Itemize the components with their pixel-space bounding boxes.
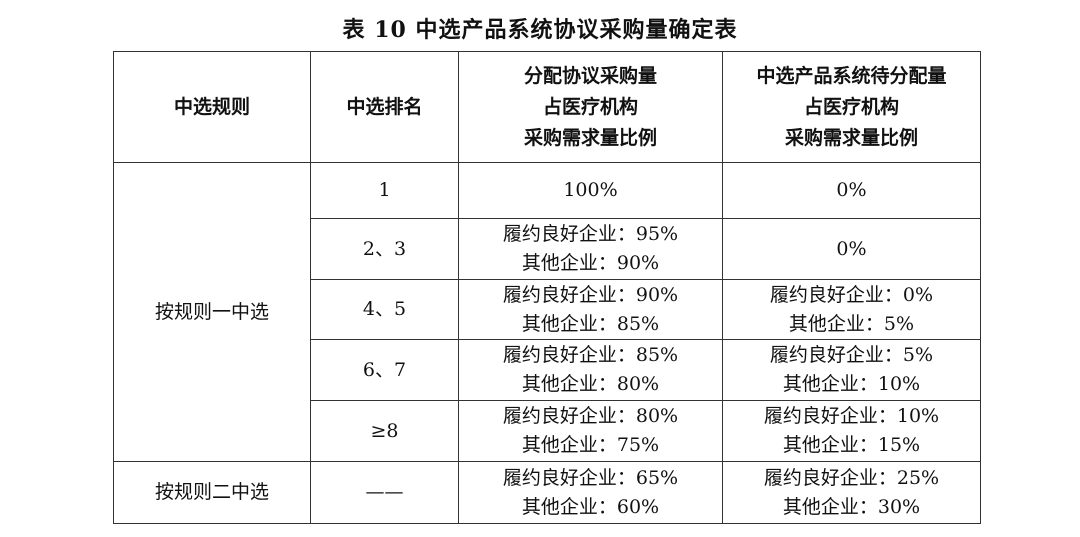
cell-text: 100% (563, 179, 618, 201)
procurement-table: 中选规则 中选排名 分配协议采购量 占医疗机构 采购需求量比例 中选产品系统待分… (113, 51, 981, 524)
table-row: 6、7 履约良好企业：85% 其他企业：80% 履约良好企业：5% 其他企业：10% (114, 339, 981, 401)
header-pending: 中选产品系统待分配量 占医疗机构 采购需求量比例 (722, 51, 981, 163)
header-text: 中选规则 (173, 95, 250, 118)
table-row: ≥8 履约良好企业：80% 其他企业：75% 履约良好企业：10% 其他企业：15% (114, 400, 981, 462)
cell-text: 履约良好企业：90% (502, 283, 679, 306)
cell-text: 0% (836, 179, 867, 201)
cell-text: 履约良好企业：85% (502, 344, 679, 366)
header-text: 占医疗机构 (803, 95, 899, 118)
table-row: 4、5 履约良好企业：90% 其他企业：85% 履约良好企业：0% 其他企业：5% (114, 279, 981, 340)
cell-text: 其他企业：85% (521, 312, 660, 335)
pending-cell: 0% (722, 162, 981, 219)
pending-cell: 履约良好企业：10% 其他企业：15% (722, 400, 981, 462)
cell-text: 其他企业：5% (788, 312, 915, 335)
rank-cell: 6、7 (310, 339, 459, 401)
cell-text: 其他企业：10% (782, 373, 921, 395)
rank-cell: 4、5 (310, 279, 459, 340)
header-text: 分配协议采购量 (523, 64, 657, 87)
header-text: 占医疗机构 (542, 95, 638, 118)
rule-cell: 按规则一中选 (113, 162, 311, 462)
cell-text: 其他企业：90% (521, 252, 660, 274)
header-allocated: 分配协议采购量 占医疗机构 采购需求量比例 (458, 51, 723, 163)
cell-text: 履约良好企业：95% (502, 223, 679, 245)
cell-text: 履约良好企业：10% (763, 405, 940, 427)
header-rule: 中选规则 (113, 51, 311, 163)
pending-cell: 履约良好企业：5% 其他企业：10% (722, 339, 981, 401)
rank-cell: 2、3 (310, 218, 459, 280)
allocated-cell: 履约良好企业：85% 其他企业：80% (458, 339, 723, 401)
cell-text: 履约良好企业：5% (769, 344, 934, 366)
cell-text: 履约良好企业：0% (769, 283, 934, 306)
header-text: 中选产品系统待分配量 (756, 64, 947, 87)
allocated-cell: 履约良好企业：80% 其他企业：75% (458, 400, 723, 462)
header-text: 中选排名 (346, 95, 423, 118)
cell-text: 履约良好企业：65% (502, 466, 679, 489)
cell-text: 其他企业：30% (782, 495, 921, 518)
cell-text: 履约良好企业：80% (502, 405, 679, 427)
pending-cell: 履约良好企业：25% 其他企业：30% (722, 461, 981, 524)
rank-cell: ≥8 (310, 400, 459, 462)
cell-text: 其他企业：60% (521, 495, 660, 518)
header-rank: 中选排名 (310, 51, 459, 163)
header-text: 采购需求量比例 (784, 126, 918, 149)
table-row: 按规则二中选 —— 履约良好企业：65% 其他企业：60% 履约良好企业：25% 其… (113, 461, 981, 524)
header-text: 采购需求量比例 (523, 126, 657, 149)
cell-text: 0% (836, 237, 867, 260)
header-row: 中选规则 中选排名 分配协议采购量 占医疗机构 采购需求量比例 中选产品系统待分… (113, 51, 981, 163)
allocated-cell: 履约良好企业：90% 其他企业：85% (458, 279, 723, 340)
cell-text: 其他企业：15% (782, 434, 921, 456)
rank-cell: —— (310, 461, 459, 524)
rank-cell: 1 (310, 162, 459, 219)
allocated-cell: 履约良好企业：95% 其他企业：90% (458, 218, 723, 280)
allocated-cell: 履约良好企业：65% 其他企业：60% (458, 461, 723, 524)
rule-cell: 按规则二中选 (113, 461, 311, 524)
cell-text: 履约良好企业：25% (763, 466, 940, 489)
pending-cell: 履约良好企业：0% 其他企业：5% (722, 279, 981, 340)
table-title: 表 10 中选产品系统协议采购量确定表 (342, 17, 738, 43)
cell-text: 其他企业：80% (521, 373, 660, 395)
allocated-cell: 100% (458, 162, 723, 219)
cell-text: 其他企业：75% (521, 434, 660, 456)
table-row: 按规则一中选 1 100% 0% (113, 162, 981, 462)
table-row: 2、3 履约良好企业：95% 其他企业：90% 0% (114, 218, 981, 280)
pending-cell: 0% (722, 218, 981, 280)
